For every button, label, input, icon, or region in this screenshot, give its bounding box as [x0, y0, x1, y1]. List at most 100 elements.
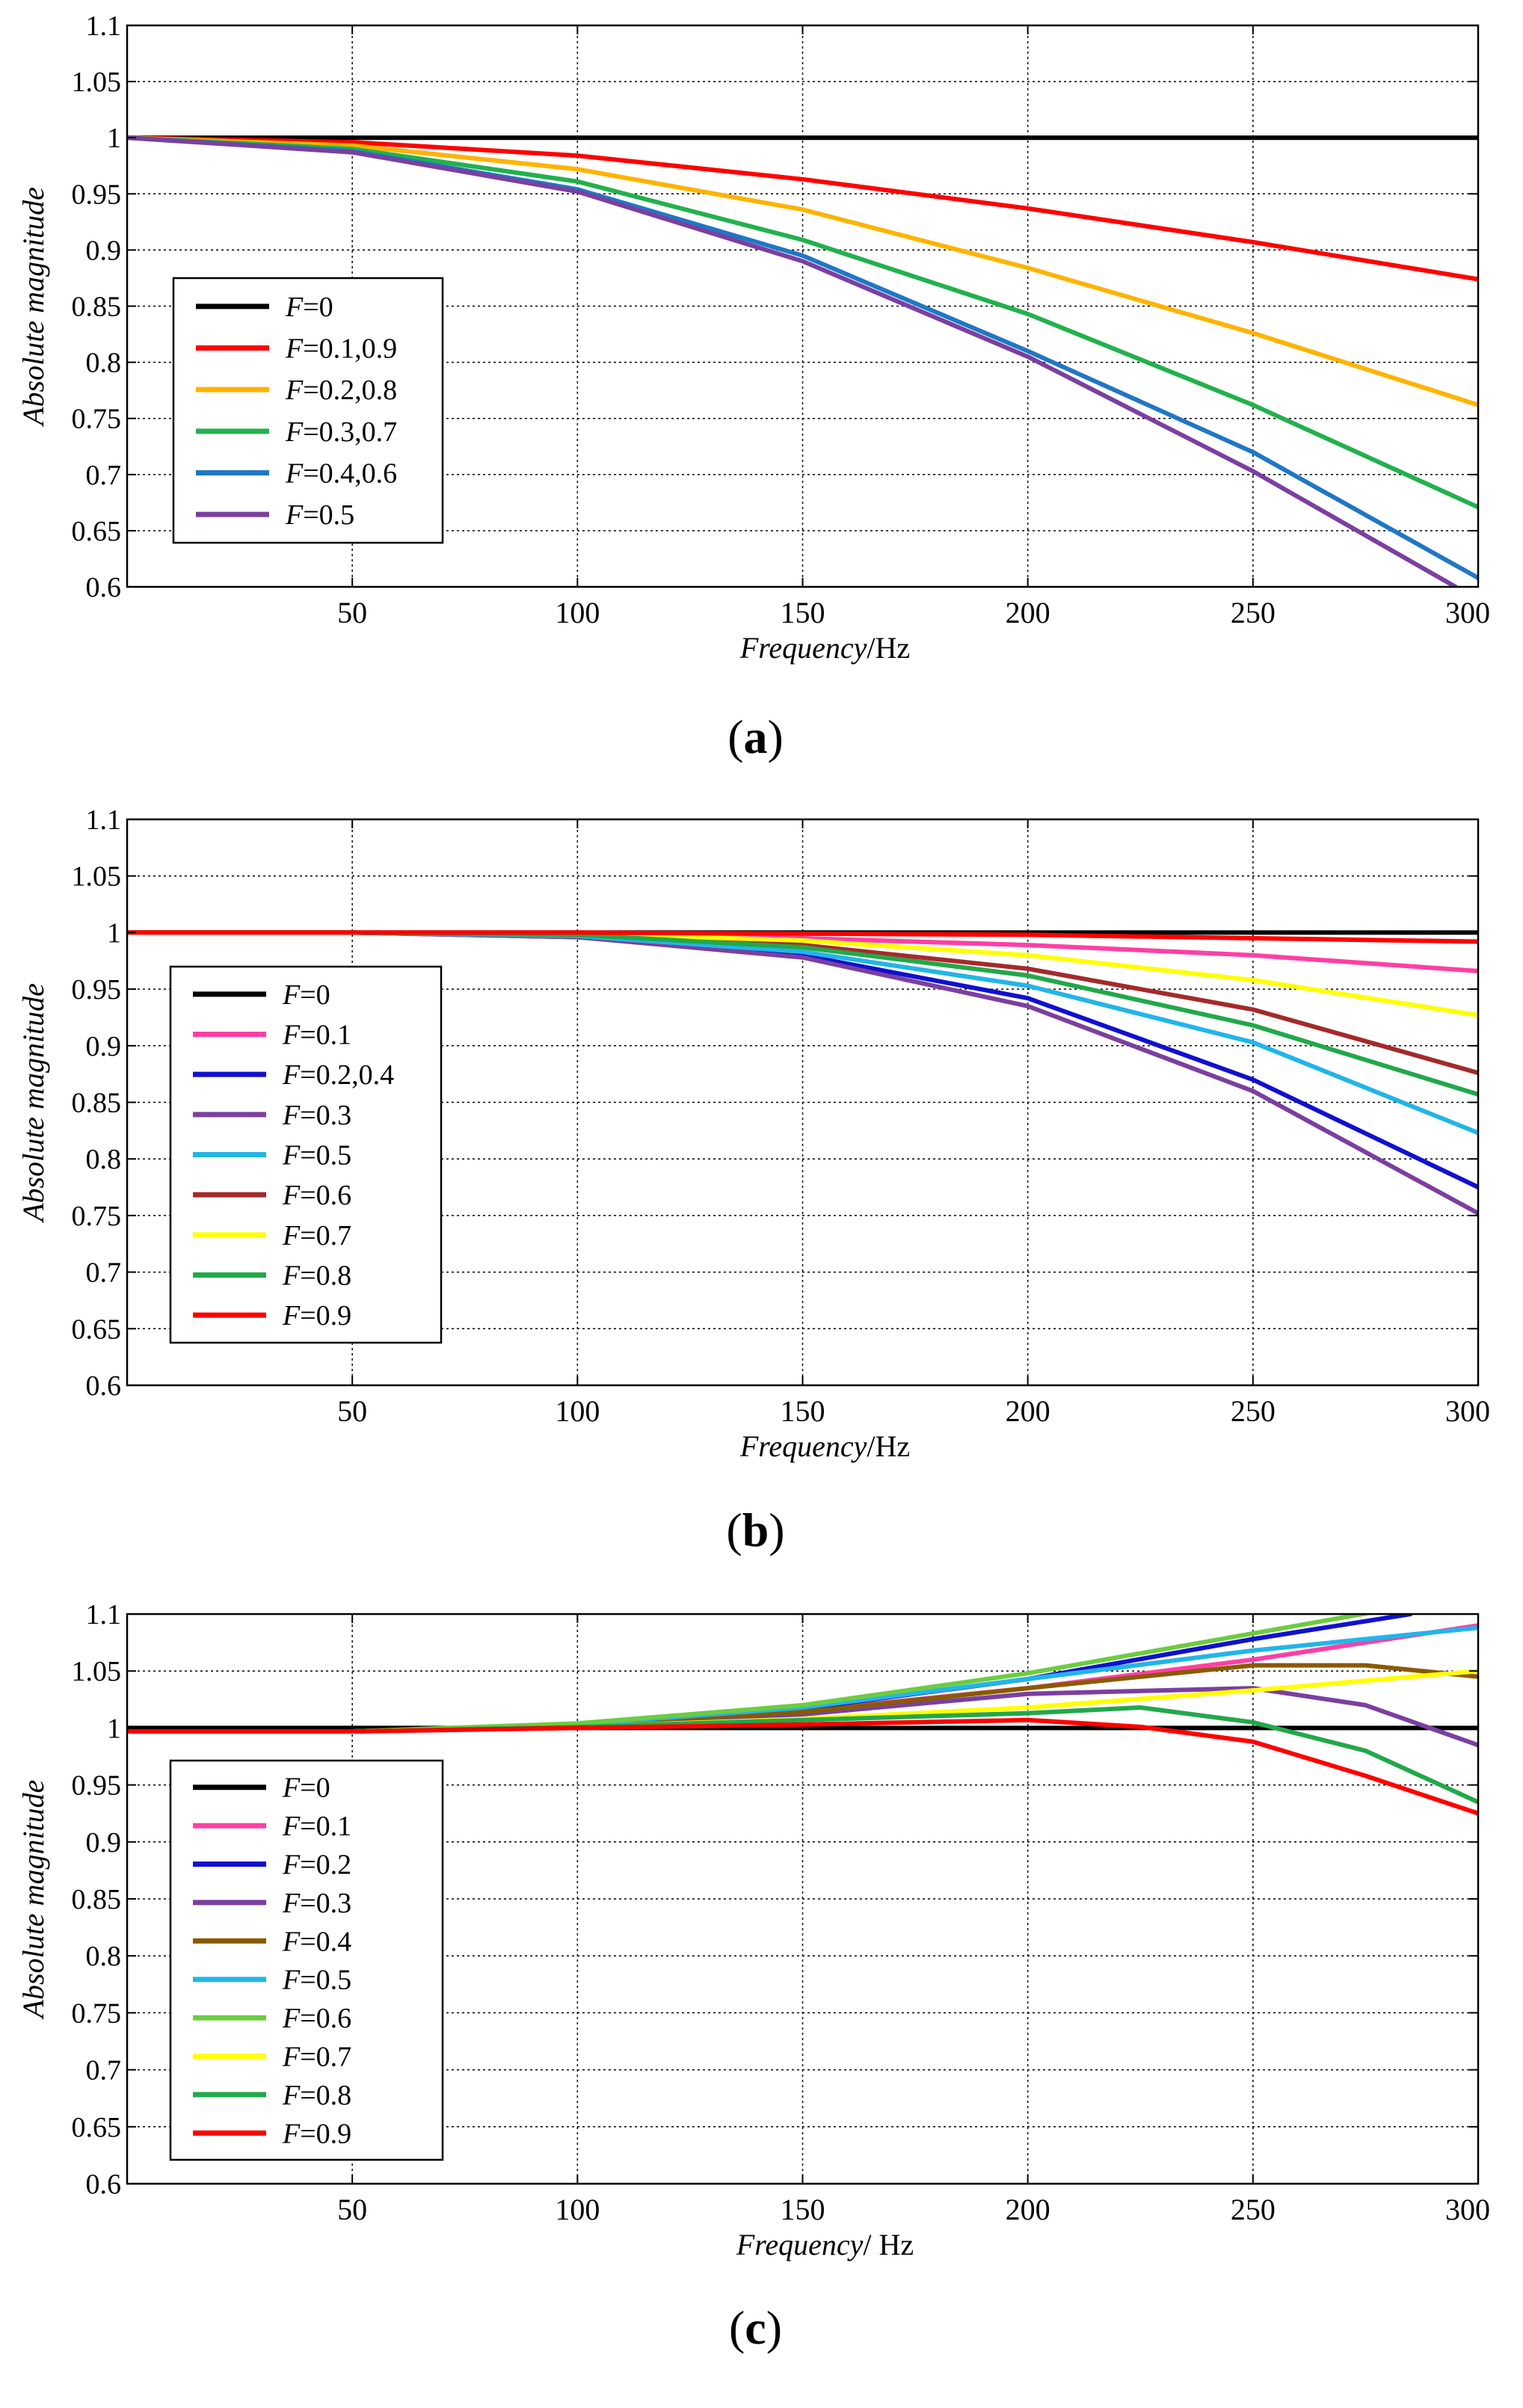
- y-tick-label: 0.85: [72, 1088, 122, 1119]
- x-tick-label: 100: [555, 1394, 600, 1428]
- y-tick-label: 1.1: [86, 10, 122, 42]
- legend-entry: F=0.5: [282, 1140, 351, 1171]
- legend-entry: F=0.9: [282, 1300, 351, 1331]
- x-tick-label: 150: [781, 596, 825, 629]
- x-tick-label: 50: [337, 2193, 367, 2226]
- y-tick-label: 0.8: [86, 1941, 122, 1972]
- legend-entry: F=0.7: [282, 2042, 351, 2073]
- y-axis-label: Absolute magnitude: [16, 187, 50, 428]
- legend-entry: F=0.1,0.9: [285, 333, 397, 365]
- y-tick-label: 0.9: [86, 1031, 122, 1062]
- y-tick-label: 0.6: [86, 1370, 122, 1402]
- y-tick-label: 0.8: [86, 348, 122, 379]
- x-axis-label: Frequency/Hz: [739, 631, 910, 665]
- y-tick-label: 0.7: [86, 1257, 122, 1289]
- x-tick-label: 150: [781, 2193, 825, 2226]
- legend-entry: F=0.1: [282, 1811, 351, 1842]
- x-tick-label: 100: [555, 2193, 600, 2226]
- panel-label: (c): [729, 2301, 782, 2354]
- y-tick-label: 0.85: [72, 1884, 122, 1915]
- legend-entry: F=0.6: [282, 1180, 351, 1211]
- legend-entry: F=0: [285, 292, 333, 323]
- legend-box: [172, 277, 444, 544]
- y-tick-label: 1: [107, 917, 121, 949]
- x-tick-label: 200: [1006, 2193, 1050, 2226]
- legend-entry: F=0.2,0.4: [282, 1059, 394, 1091]
- legend-entry: F=0: [282, 979, 330, 1011]
- x-axis-label: Frequency/ Hz: [736, 2228, 914, 2261]
- legend-entry: F=0.6: [282, 2003, 351, 2034]
- legend-entry: F=0.4,0.6: [285, 458, 397, 490]
- legend-entry: F=0.2: [282, 1850, 351, 1881]
- y-tick-label: 0.8: [86, 1144, 122, 1175]
- series-line: [127, 135, 1478, 282]
- y-tick-label: 0.95: [72, 974, 122, 1006]
- legend-entry: F=0.1: [282, 1020, 351, 1051]
- y-tick-label: 0.65: [72, 1314, 122, 1345]
- x-tick-label: 50: [337, 596, 367, 629]
- y-tick-label: 1: [107, 1713, 121, 1744]
- legend-entry: F=0.3: [282, 1888, 351, 1919]
- x-tick-label: 300: [1445, 596, 1490, 629]
- y-tick-label: 0.85: [72, 292, 122, 323]
- x-tick-label: 250: [1231, 596, 1276, 629]
- y-tick-label: 0.75: [72, 1201, 122, 1232]
- y-tick-label: 1.1: [86, 804, 122, 836]
- y-tick-label: 0.6: [86, 572, 122, 603]
- x-tick-label: 300: [1445, 2193, 1490, 2226]
- y-tick-label: 0.9: [86, 1827, 122, 1859]
- legend-entry: F=0.5: [285, 499, 354, 531]
- y-tick-label: 0.65: [72, 2112, 122, 2143]
- series-line: [127, 1717, 1478, 1816]
- series-line: [127, 135, 1458, 587]
- y-tick-label: 0.95: [72, 1770, 122, 1802]
- x-tick-label: 200: [1006, 1394, 1050, 1428]
- chart-panel-c: 0.6 0.65 0.7 0.75 0.8 0.85 0.9 0.95 1 1.05 1.1 50 10…: [16, 1599, 1490, 2354]
- x-axis-label: Frequency/Hz: [739, 1429, 910, 1463]
- legend-entry: F=0.3: [282, 1100, 351, 1131]
- series-line: [127, 930, 1478, 944]
- y-tick-label: 0.75: [72, 404, 122, 435]
- y-tick-label: 1.1: [86, 1599, 122, 1631]
- legend-entry: F=0.3,0.7: [285, 416, 397, 448]
- x-tick-label: 50: [337, 1394, 367, 1428]
- series-line: [127, 135, 1478, 407]
- panel-label: (b): [726, 1503, 784, 1556]
- y-tick-label: 0.65: [72, 516, 122, 547]
- y-axis-label: Absolute magnitude: [16, 983, 50, 1224]
- legend-entry: F=0.8: [282, 1260, 351, 1292]
- y-axis-label: Absolute magnitude: [16, 1780, 50, 2021]
- y-tick-label: 0.9: [86, 235, 122, 266]
- y-tick-label: 0.7: [86, 2055, 122, 2087]
- x-tick-label: 250: [1231, 2193, 1276, 2226]
- y-tick-label: 0.6: [86, 2169, 122, 2200]
- x-tick-label: 200: [1006, 596, 1050, 629]
- chart-panel-b: 0.6 0.65 0.7 0.75 0.8 0.85 0.9 0.95 1 1.05 1.1 50 10…: [16, 804, 1490, 1556]
- panel-label: (a): [727, 710, 784, 763]
- legend-entry: F=0.5: [282, 1965, 351, 1996]
- legend-entry: F=0.4: [282, 1926, 351, 1957]
- legend: F=0 F=0.1 F=0.2 F=0.3 F=0.4 F=0.5 F=0.6 F=0.7 F=…: [169, 1759, 444, 2161]
- x-tick-label: 250: [1231, 1394, 1276, 1428]
- legend-entry: F=0.7: [282, 1220, 351, 1251]
- x-tick-label: 300: [1445, 1394, 1490, 1428]
- y-tick-label: 1.05: [72, 1656, 122, 1687]
- y-tick-label: 0.75: [72, 1998, 122, 2029]
- x-tick-label: 100: [555, 596, 600, 629]
- x-tick-label: 150: [781, 1394, 825, 1428]
- y-tick-label: 0.95: [72, 179, 122, 210]
- legend-entry: F=0: [282, 1773, 330, 1804]
- y-tick-label: 1.05: [72, 67, 122, 98]
- series-lines: [127, 930, 1478, 1216]
- y-tick-label: 0.7: [86, 460, 122, 491]
- chart-panel-a: 0.6 0.65 0.7 0.75 0.8 0.85 0.9 0.95 1 1.05 1.1 50 10…: [16, 10, 1490, 763]
- legend: F=0 F=0.1,0.9 F=0.2,0.8 F=0.3,0.7 F=0.4,0.6 F…: [172, 277, 444, 544]
- legend-entry: F=0.9: [282, 2118, 351, 2149]
- y-tick-label: 1: [107, 123, 121, 154]
- y-tick-label: 1.05: [72, 861, 122, 893]
- series-lines: [127, 135, 1478, 587]
- legend: F=0 F=0.1 F=0.2,0.4 F=0.3 F=0.5 F=0.6 F=0.7 F=0…: [169, 965, 443, 1344]
- series-lines: [127, 1614, 1478, 1816]
